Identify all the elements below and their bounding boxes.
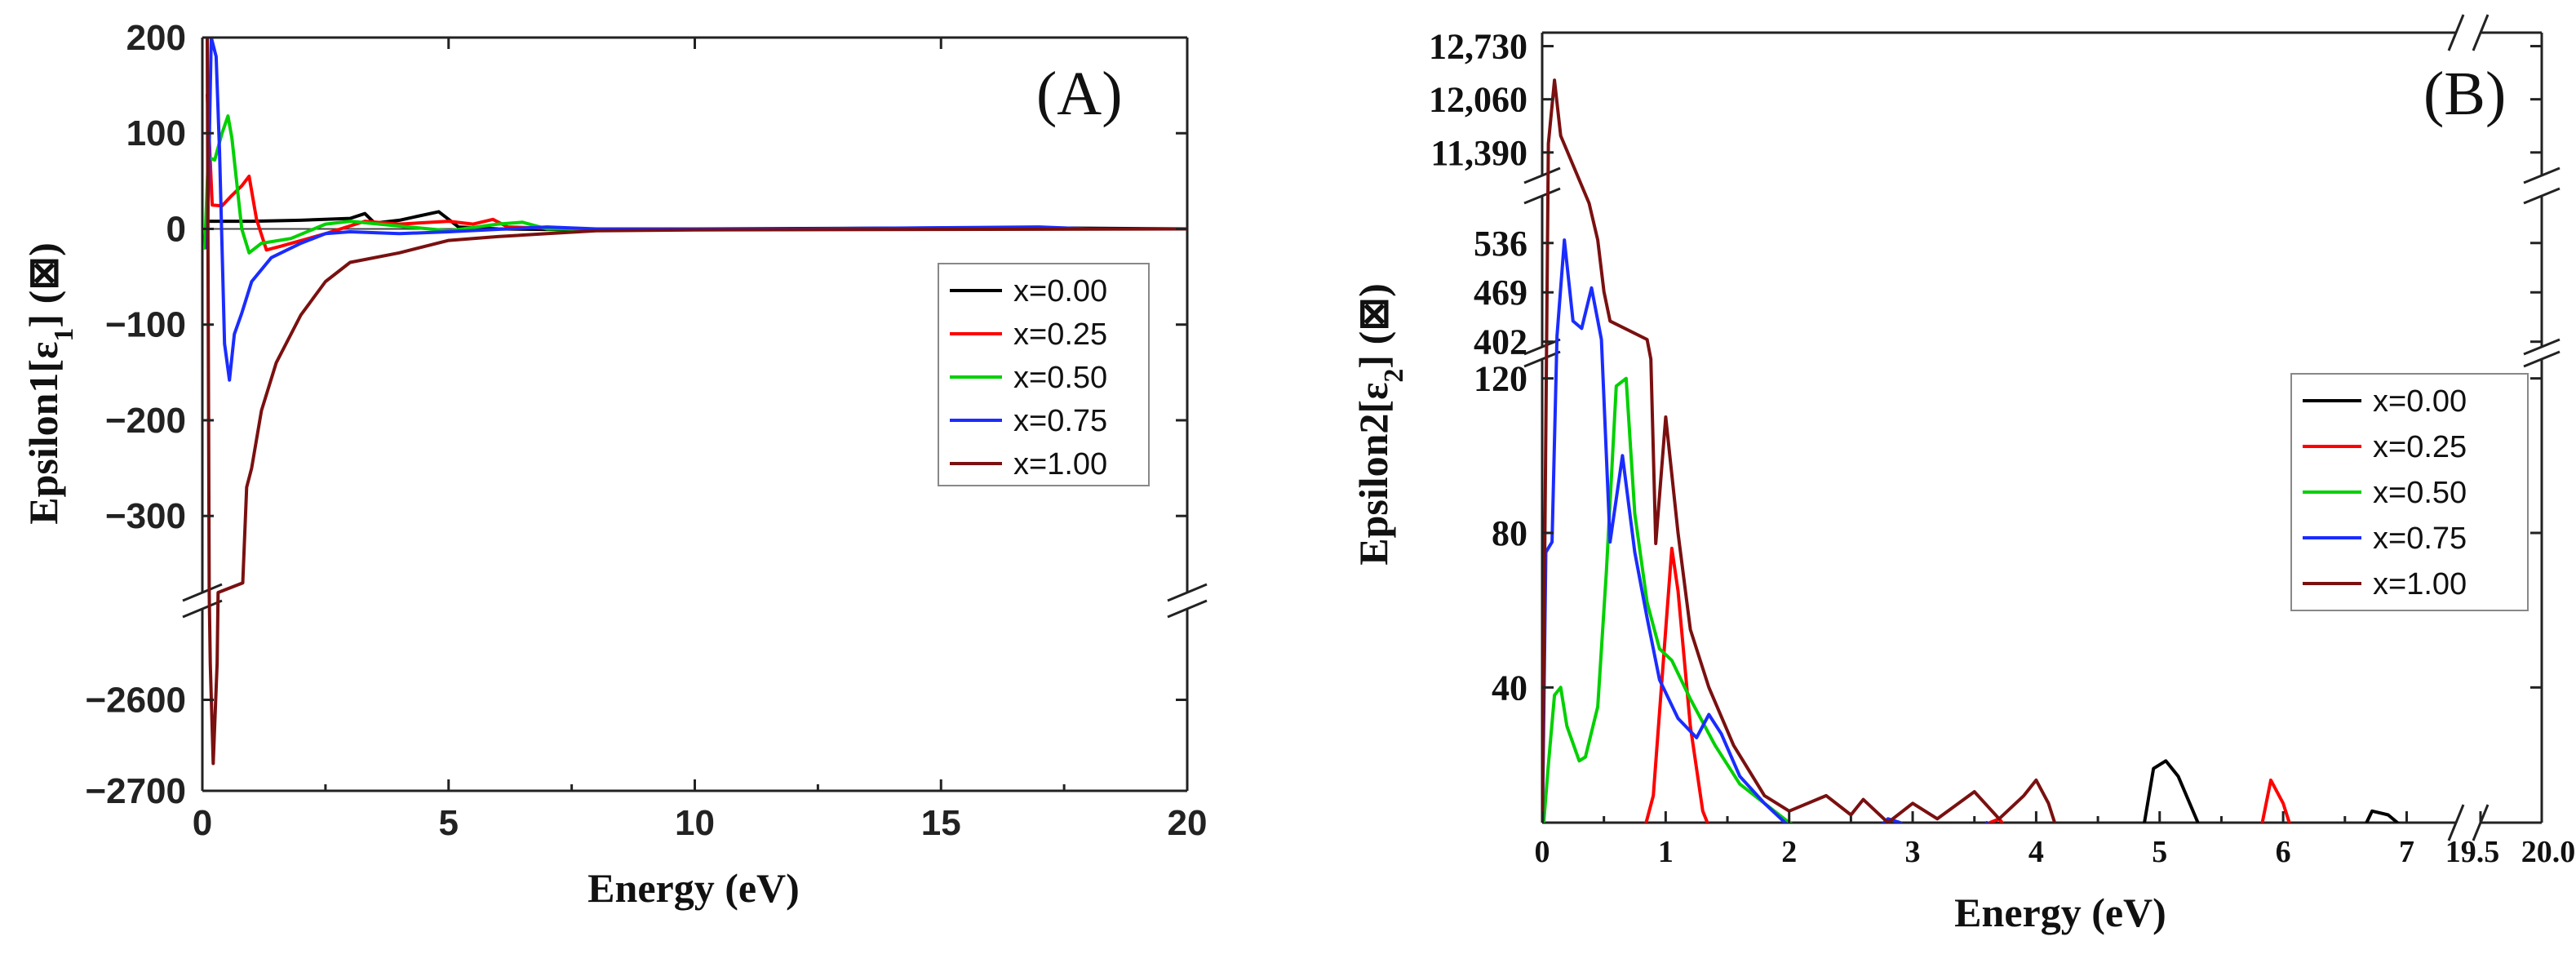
panel-b-x-tick-label: 20.0 bbox=[2521, 835, 2576, 869]
series-line-b-x=0.50 bbox=[1542, 379, 2098, 842]
legend-label-x=0.25: x=0.25 bbox=[1013, 317, 1107, 352]
panel-b-y-break-mark bbox=[2523, 338, 2560, 356]
panel-a-axis-break-mark bbox=[1167, 583, 1208, 602]
panel-a-ylabel-suffix: ] (⊠) bbox=[20, 242, 66, 327]
legend-label-b-x=0.25: x=0.25 bbox=[2373, 430, 2467, 464]
series-line-b-x=0.50 bbox=[1542, 379, 2098, 842]
series-line-b-x=1.00 bbox=[1542, 351, 2057, 823]
panel-b-x-axis-label: Energy (eV) bbox=[1954, 890, 2166, 935]
series-line-b-x=0.75 bbox=[1554, 238, 1604, 351]
legend-label-b-x=0.00: x=0.00 bbox=[2373, 384, 2467, 419]
panel-a-axis-break-mark bbox=[1167, 599, 1208, 619]
panel-a-ylabel-sub: 1 bbox=[49, 328, 79, 342]
panel-b-y-tick-label: 80 bbox=[1492, 513, 1527, 553]
panel-a-x-ticks: 0 5 10 15 20 bbox=[193, 38, 1208, 843]
panel-b-x-break-mark bbox=[2447, 804, 2465, 841]
legend-label-b-x=0.50: x=0.50 bbox=[2373, 476, 2467, 510]
series-line-b-x=0.75 bbox=[1542, 351, 1989, 823]
panel-a-x-tick-label: 5 bbox=[439, 803, 459, 843]
panel-b-y-break-mark bbox=[1523, 350, 1561, 368]
panel-a-y-tick-label: 100 bbox=[126, 113, 186, 153]
panel-a-y-tick-label: −100 bbox=[105, 305, 186, 345]
panel-b-y-break-mark bbox=[2523, 166, 2560, 184]
panel-b-y-tick-label: 402 bbox=[1474, 322, 1527, 362]
panel-b-x-tick-label: 3 bbox=[1905, 835, 1921, 869]
panel-b-y-break-mark bbox=[1523, 338, 1561, 356]
panel-a-x-tick-label: 20 bbox=[1168, 803, 1208, 843]
panel-b-y-break-mark bbox=[1523, 187, 1561, 205]
legend-label-b-x=1.00: x=1.00 bbox=[2373, 567, 2467, 601]
panel-a-x-tick-label: 0 bbox=[193, 803, 212, 843]
panel-a-x-axis-label: Energy (eV) bbox=[587, 865, 800, 911]
panel-b-ylabel-sub: 2 bbox=[1379, 369, 1409, 383]
legend-label-b-x=0.75: x=0.75 bbox=[2373, 522, 2467, 556]
panel-b-x-tick-label: 0 bbox=[1535, 835, 1550, 869]
panel-b-x-tick-label: 7 bbox=[2399, 835, 2414, 869]
panel-b-y-break-mark bbox=[1523, 166, 1561, 184]
panel-a-y-tick-label: −300 bbox=[105, 496, 186, 536]
panel-b-y-tick-label: 536 bbox=[1474, 224, 1527, 264]
series-line-lower-x=1.00 bbox=[207, 609, 220, 766]
panel-a: 0 5 10 15 20 200 100 0 −100 −200 −300 −2600 −2700 (… bbox=[20, 18, 1208, 911]
series-line-b-x=0.00 bbox=[2143, 759, 2401, 823]
panel-a-ylabel-main: Epsilon1[ε bbox=[20, 342, 66, 525]
panel-b-y-tick-label: 40 bbox=[1492, 668, 1527, 708]
panel-a-y-ticks: 200 100 0 −100 −200 −300 −2600 −2700 bbox=[85, 18, 1187, 811]
series-line-b-x=0.50 bbox=[1542, 376, 1793, 823]
panel-a-curves-upper bbox=[203, 38, 1187, 609]
panel-b-ylabel-main: Epsilon2[ε bbox=[1350, 383, 1396, 566]
panel-a-axis-break-mark bbox=[182, 599, 223, 619]
panel-b-curves bbox=[1542, 78, 2401, 842]
legend-label-x=0.00: x=0.00 bbox=[1013, 274, 1107, 308]
panel-b-y-tick-label: 120 bbox=[1474, 359, 1527, 399]
panel-b-ylabel-suffix: ] (⊠) bbox=[1350, 283, 1396, 368]
panel-b-y-tick-label: 11,390 bbox=[1430, 133, 1527, 173]
panel-a-y-tick-label: −200 bbox=[105, 401, 186, 441]
panel-a-curves bbox=[203, 38, 1187, 766]
panel-a-y-tick-label: −2600 bbox=[85, 681, 186, 721]
panel-b-y-tick-label: 12,730 bbox=[1429, 27, 1527, 67]
panel-a-y-tick-label: 0 bbox=[166, 209, 186, 249]
panel-a-x-tick-label: 10 bbox=[675, 803, 715, 843]
panel-b-x-tick-label: 5 bbox=[2152, 835, 2167, 869]
panel-a-x-tick-label: 15 bbox=[921, 803, 961, 843]
legend-label-x=1.00: x=1.00 bbox=[1013, 447, 1107, 482]
panel-a-legend: x=0.00 x=0.25 x=0.50 x=0.75 x=1.00 bbox=[938, 263, 1150, 486]
legend-label-x=0.75: x=0.75 bbox=[1013, 404, 1107, 438]
panel-b-x-ticks: 0 1 2 3 4 5 6 7 19.5 20.0 bbox=[1535, 811, 2576, 869]
panel-a-label: (A) bbox=[1036, 60, 1123, 128]
panel-b-y-tick-label: 469 bbox=[1474, 273, 1527, 313]
panel-a-y-tick-label: 200 bbox=[126, 18, 186, 58]
panel-b-legend: x=0.00 x=0.25 x=0.50 x=0.75 x=1.00 bbox=[2290, 373, 2529, 611]
panel-b-y-break-mark bbox=[2523, 187, 2560, 205]
panel-b-y-tick-label: 12,060 bbox=[1429, 80, 1527, 120]
panel-a-y-tick-label: −2700 bbox=[85, 771, 186, 811]
series-line-b-x=1.00 bbox=[1545, 188, 1652, 351]
panel-b-x-tick-label: 19.5 bbox=[2445, 835, 2500, 869]
series-line-b-x=0.25 bbox=[1644, 546, 2291, 823]
panel-b-x-tick-label: 4 bbox=[2028, 835, 2044, 869]
panel-b-y-axis-label: Epsilon2[ε2] (⊠) bbox=[1350, 283, 1409, 566]
series-line-b-x=0.75 bbox=[1542, 240, 2036, 842]
panel-b-x-tick-label: 1 bbox=[1658, 835, 1674, 869]
series-line-b-x=1.00 bbox=[1546, 78, 1585, 188]
panel-b-x-break-mark bbox=[2447, 14, 2465, 51]
panel-b-x-tick-label: 2 bbox=[1781, 835, 1797, 869]
panel-b-y-break-mark bbox=[2523, 350, 2560, 368]
panel-b-curves-bottom bbox=[1542, 351, 2401, 823]
panel-b-curves-middle bbox=[1542, 188, 2098, 842]
panel-b-x-break-mark bbox=[2472, 14, 2490, 51]
panel-b-label: (B) bbox=[2423, 60, 2506, 128]
legend-label-x=0.50: x=0.50 bbox=[1013, 361, 1107, 395]
panel-a-legend-box bbox=[938, 263, 1150, 486]
panel-b-x-tick-label: 6 bbox=[2276, 835, 2291, 869]
panel-a-curves-lower bbox=[207, 609, 220, 766]
panel-a-y-axis-label: Epsilon1[ε1] (⊠) bbox=[20, 242, 79, 525]
series-line-x=1.00 bbox=[206, 38, 1187, 609]
panel-a-axis-break-mark bbox=[182, 583, 223, 602]
